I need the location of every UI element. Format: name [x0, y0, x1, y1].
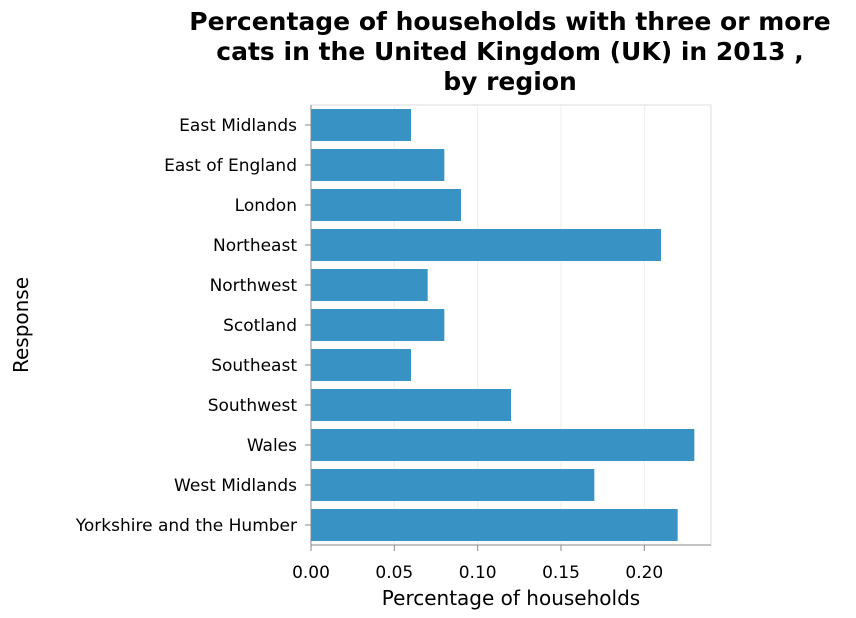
- bars: [311, 109, 695, 541]
- chart-title-line-2: cats in the United Kingdom (UK) in 2013 …: [216, 37, 803, 66]
- bar: [311, 309, 445, 341]
- bar: [311, 149, 445, 181]
- bar: [311, 109, 411, 141]
- y-tick-label: Northeast: [213, 236, 297, 256]
- y-tick-label: Southwest: [208, 396, 298, 416]
- bar: [311, 389, 511, 421]
- y-axis-title: Response: [9, 277, 33, 373]
- x-axis-title: Percentage of households: [382, 586, 640, 610]
- x-tick-label: 0.10: [459, 563, 497, 583]
- bar: [311, 429, 695, 461]
- x-tick-label: 0.00: [292, 563, 330, 583]
- chart-title-line-3: by region: [443, 67, 577, 96]
- x-tick-label: 0.20: [625, 563, 663, 583]
- chart-title-line-1: Percentage of households with three or m…: [189, 7, 830, 36]
- x-tick-label: 0.05: [375, 563, 413, 583]
- y-tick-label: West Midlands: [174, 476, 297, 496]
- y-tick-label: East Midlands: [179, 116, 297, 136]
- y-axis: East Midlands East of England London Northe…: [75, 105, 312, 545]
- bar: [311, 509, 678, 541]
- y-tick-label: Northwest: [210, 276, 298, 296]
- x-tick-label: 0.15: [542, 563, 580, 583]
- y-tick-label: Southeast: [211, 356, 297, 376]
- bar: [311, 269, 428, 301]
- bar: [311, 229, 661, 261]
- bar: [311, 189, 461, 221]
- y-tick-label: London: [235, 196, 297, 216]
- bar: [311, 469, 595, 501]
- y-tick-label: Yorkshire and the Humber: [75, 516, 297, 536]
- chart-title: Percentage of households with three or m…: [189, 7, 830, 96]
- bar: [311, 349, 411, 381]
- y-tick-label: East of England: [164, 156, 297, 176]
- y-tick-label: Wales: [247, 436, 297, 456]
- x-axis: 0.00 0.05 0.10 0.15 0.20: [292, 544, 711, 583]
- y-tick-label: Scotland: [223, 316, 297, 336]
